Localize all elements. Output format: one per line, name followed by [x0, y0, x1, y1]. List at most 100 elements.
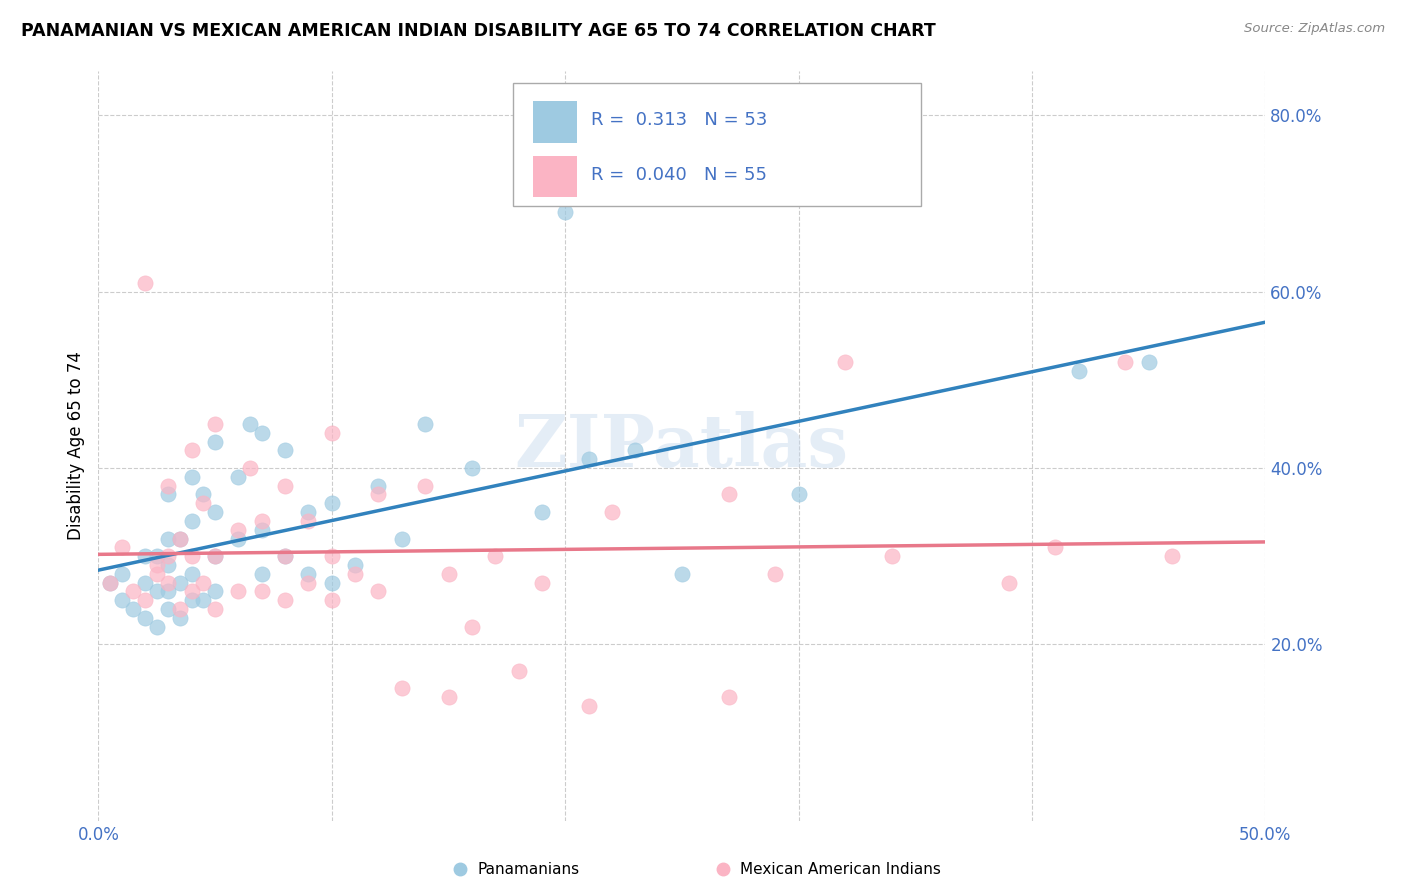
Point — [578, 699, 600, 714]
Point — [321, 575, 343, 590]
Point — [146, 558, 169, 572]
Point — [111, 593, 134, 607]
Point — [169, 532, 191, 546]
Point — [157, 575, 180, 590]
Point — [717, 690, 740, 705]
Point — [484, 549, 506, 564]
Point — [204, 584, 226, 599]
Point — [321, 593, 343, 607]
Point — [413, 417, 436, 431]
Point — [157, 584, 180, 599]
Point — [1067, 364, 1090, 378]
Point — [204, 434, 226, 449]
Point — [624, 443, 647, 458]
Point — [274, 478, 297, 492]
Point — [274, 593, 297, 607]
Point — [180, 514, 202, 528]
Point — [1114, 355, 1136, 369]
Text: ZIPatlas: ZIPatlas — [515, 410, 849, 482]
Point — [461, 461, 484, 475]
Point — [157, 549, 180, 564]
Point — [122, 602, 145, 616]
Point — [180, 584, 202, 599]
Bar — [533, 102, 576, 143]
Point — [834, 355, 856, 369]
Point — [508, 664, 530, 678]
Text: Mexican American Indians: Mexican American Indians — [741, 862, 941, 877]
Point — [204, 505, 226, 519]
Point — [228, 470, 250, 484]
Point — [250, 584, 273, 599]
Point — [228, 523, 250, 537]
Point — [169, 611, 191, 625]
Point — [274, 443, 297, 458]
Y-axis label: Disability Age 65 to 74: Disability Age 65 to 74 — [66, 351, 84, 541]
Point — [204, 549, 226, 564]
Point — [250, 523, 273, 537]
Point — [250, 566, 273, 581]
Point — [880, 549, 903, 564]
Point — [134, 549, 156, 564]
Point — [157, 478, 180, 492]
Point — [146, 584, 169, 599]
Point — [228, 584, 250, 599]
Point — [367, 584, 389, 599]
Point — [111, 541, 134, 555]
Bar — [533, 156, 576, 197]
Point — [297, 566, 319, 581]
Point — [146, 620, 169, 634]
Point — [344, 566, 367, 581]
Point — [763, 566, 786, 581]
Point — [997, 575, 1019, 590]
Point — [134, 593, 156, 607]
Point — [193, 575, 215, 590]
Point — [157, 602, 180, 616]
Point — [321, 496, 343, 510]
Point — [157, 558, 180, 572]
Text: Source: ZipAtlas.com: Source: ZipAtlas.com — [1244, 22, 1385, 36]
Point — [437, 566, 460, 581]
Point — [344, 558, 367, 572]
Point — [180, 566, 202, 581]
Point — [193, 496, 215, 510]
Point — [134, 276, 156, 290]
Point — [250, 514, 273, 528]
Point — [204, 549, 226, 564]
Point — [437, 690, 460, 705]
Point — [554, 205, 576, 219]
Point — [98, 575, 121, 590]
Point — [321, 425, 343, 440]
Point — [297, 514, 319, 528]
Point — [193, 593, 215, 607]
Point — [157, 487, 180, 501]
Point — [239, 461, 262, 475]
Point — [98, 575, 121, 590]
Point — [250, 425, 273, 440]
Point — [461, 620, 484, 634]
Point — [204, 602, 226, 616]
Point — [1161, 549, 1184, 564]
Point — [274, 549, 297, 564]
Point — [134, 575, 156, 590]
Text: Panamanians: Panamanians — [478, 862, 579, 877]
Point — [530, 575, 553, 590]
Point — [1137, 355, 1160, 369]
Point — [239, 417, 262, 431]
Point — [578, 452, 600, 467]
Point — [180, 443, 202, 458]
Point — [111, 566, 134, 581]
Point — [530, 505, 553, 519]
Point — [122, 584, 145, 599]
Point — [717, 487, 740, 501]
Point — [169, 602, 191, 616]
Point — [180, 549, 202, 564]
Point — [600, 505, 623, 519]
Point — [157, 532, 180, 546]
Text: R =  0.313   N = 53: R = 0.313 N = 53 — [591, 112, 768, 129]
Point — [671, 566, 693, 581]
Point — [146, 566, 169, 581]
Point — [1045, 541, 1067, 555]
Point — [391, 681, 413, 696]
Point — [321, 549, 343, 564]
Text: R =  0.040   N = 55: R = 0.040 N = 55 — [591, 166, 766, 184]
